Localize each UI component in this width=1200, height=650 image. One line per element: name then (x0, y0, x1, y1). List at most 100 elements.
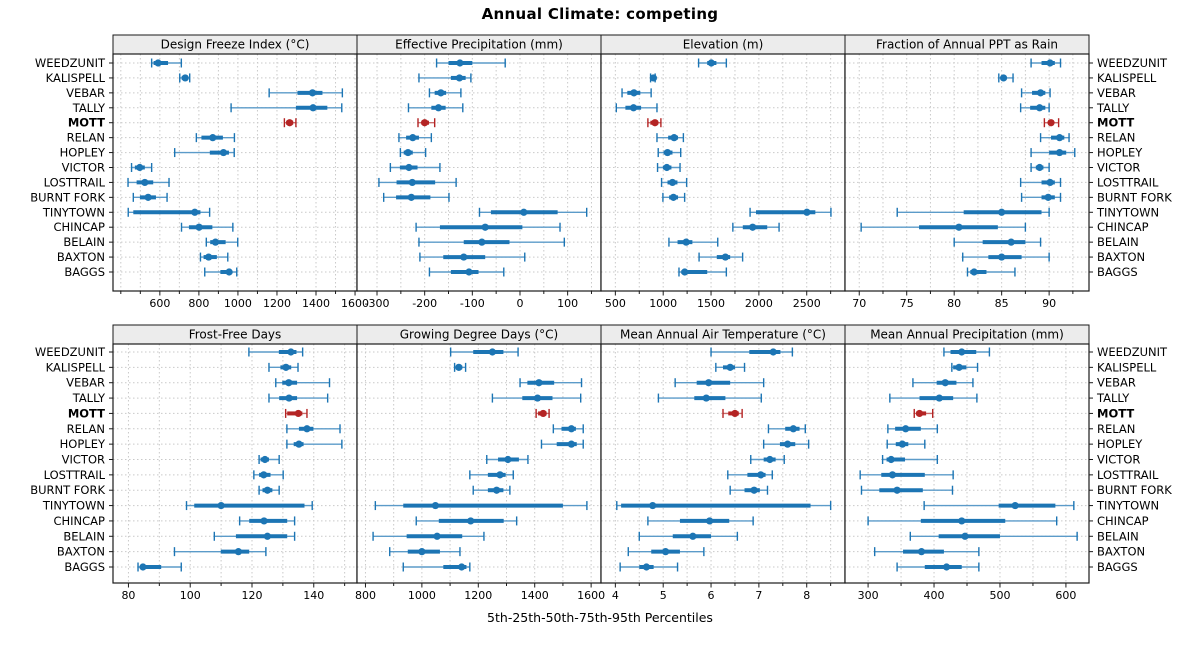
station-label-left: HOPLEY (60, 437, 106, 451)
panel-mean-annual-precipitation: Mean Annual Precipitation (mm) 300 400 500 6… (844, 324, 1090, 602)
interval-belain (372, 531, 485, 541)
x-tick-label: 1000 (224, 297, 252, 310)
median-dot (260, 471, 268, 479)
interval-baggs (678, 267, 728, 277)
x-tick-label: 90 (1042, 297, 1056, 310)
x-tick-label: 75 (900, 297, 914, 310)
station-label-left: TINYTOWN (42, 205, 105, 219)
interval-tinytown (185, 501, 313, 511)
interval-hopley (173, 148, 235, 158)
station-label-right: KALISPELL (1097, 360, 1157, 374)
median-dot (757, 471, 765, 479)
x-axis: 800 1000 1200 1400 1600 (355, 583, 605, 602)
station-label-right: BURNT FORK (1097, 483, 1172, 497)
x-tick-label: 600 (149, 297, 170, 310)
median-dot (467, 517, 475, 525)
station-label-right: LOSTTRAIL (1097, 175, 1159, 189)
interval-burnt-fork (1020, 192, 1062, 202)
x-tick-label: 1600 (341, 297, 369, 310)
median-dot (887, 455, 895, 464)
station-label-left: WEEDZUNIT (35, 345, 106, 359)
median-dot (405, 163, 413, 172)
station-label-right: LOSTTRAIL (1097, 468, 1159, 482)
x-tick-label: 800 (188, 297, 209, 310)
station-label-left: KALISPELL (46, 360, 106, 374)
median-dot (707, 59, 715, 67)
interval-mott (283, 118, 297, 128)
station-label-left: BELAIN (63, 529, 105, 543)
x-tick-label: -300 (365, 297, 390, 310)
median-dot (998, 253, 1006, 261)
interval-vebar (275, 378, 331, 388)
interval-hopley (762, 439, 810, 449)
median-dot (434, 104, 443, 112)
station-label-left: BAXTON (57, 545, 105, 559)
interval-mott (647, 118, 662, 128)
median-dot (999, 74, 1008, 82)
interval-vebar (621, 88, 652, 98)
median-dot (663, 148, 672, 157)
x-tick-label: 6 (708, 589, 715, 602)
median-dot (651, 119, 659, 127)
interval-relan (656, 133, 685, 143)
median-dot (458, 563, 466, 571)
median-dot (520, 208, 528, 216)
interval-belain (909, 531, 1078, 541)
interval-burnt-fork (382, 192, 450, 202)
x-tick-label: 80 (121, 589, 135, 602)
x-axis: 70 75 80 85 90 (852, 291, 1074, 310)
x-tick-label: 4 (612, 589, 619, 602)
median-dot (456, 59, 464, 67)
station-label-left: TINYTOWN (42, 499, 105, 513)
station-label-right: RELAN (1097, 131, 1135, 145)
interval-chincap (415, 516, 518, 526)
median-dot (481, 223, 489, 231)
interval-vebar (674, 378, 765, 388)
median-dot (488, 348, 496, 356)
interval-tally (491, 393, 582, 403)
median-dot (154, 59, 162, 67)
median-dot (955, 223, 963, 231)
x-tick-label: -200 (412, 297, 437, 310)
interval-baxton (173, 547, 267, 557)
x-tick-label: 500 (989, 589, 1010, 602)
median-dot (769, 348, 777, 356)
median-dot (783, 440, 792, 448)
interval-relan (887, 424, 939, 434)
interval-victor (486, 455, 529, 464)
interval-tally (230, 103, 343, 113)
interval-chincap (860, 222, 1027, 232)
median-dot (217, 501, 225, 510)
station-label-left: KALISPELL (46, 71, 106, 85)
interval-kalispell (179, 73, 191, 83)
interval-baxton (419, 252, 526, 262)
x-tick-label: 0 (516, 297, 523, 310)
station-label-right: BELAIN (1097, 529, 1139, 543)
interval-kalispell (268, 362, 299, 372)
x-axis: 600 800 1000 1200 1400 1600 (120, 291, 369, 310)
median-dot (465, 268, 473, 276)
station-label-left: TALLY (72, 101, 106, 115)
panel-bg (357, 54, 601, 291)
interval-victor (258, 455, 280, 464)
station-label-right: BAXTON (1097, 545, 1145, 559)
median-dot (1036, 104, 1044, 112)
median-dot (191, 208, 199, 216)
interval-losttrail (469, 470, 514, 480)
interval-chincap (238, 516, 296, 526)
median-dot (141, 178, 149, 187)
median-dot (303, 425, 311, 433)
station-label-right: BURNT FORK (1097, 190, 1172, 204)
station-label-left: LOSTTRAIL (44, 468, 106, 482)
x-tick-label: 140 (303, 589, 324, 602)
median-dot (567, 425, 575, 433)
panel-strip-title: Effective Precipitation (mm) (395, 38, 563, 52)
station-label-right: MOTT (1097, 116, 1134, 130)
median-dot (789, 425, 797, 433)
interval-burnt-fork (860, 485, 954, 495)
panel-bg (113, 54, 357, 291)
median-dot (211, 238, 220, 246)
interval-weedzunit (697, 58, 728, 68)
interval-losttrail (859, 470, 954, 480)
